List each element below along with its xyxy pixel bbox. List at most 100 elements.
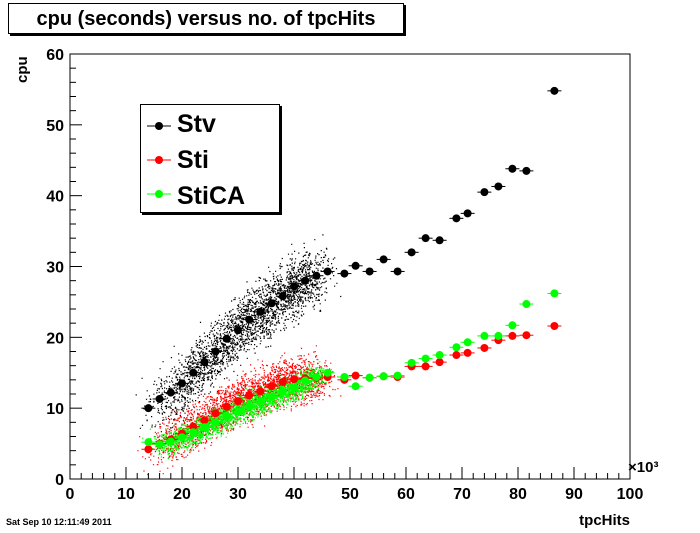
data-point-stv <box>141 404 156 413</box>
y-tick-label: 30 <box>46 260 64 277</box>
data-point-stica <box>547 289 562 298</box>
y-tick-label: 0 <box>55 472 64 489</box>
x-tick-label: 70 <box>453 486 471 503</box>
point-marker <box>522 166 531 175</box>
y-tick-label: 40 <box>46 189 64 206</box>
point-marker <box>365 267 374 276</box>
point-marker <box>407 358 416 367</box>
axes: 0 10 20 30 40 50 60 70 80 90 100 0 10 20 30 40 50 60 <box>46 47 643 503</box>
profile-points-layer <box>141 86 562 454</box>
point-marker <box>222 412 231 421</box>
data-point-stica <box>264 392 279 401</box>
point-marker <box>480 331 489 340</box>
data-point-stica <box>275 387 290 396</box>
data-point-sti <box>449 351 464 360</box>
data-point-stica <box>163 437 178 446</box>
point-marker <box>508 331 517 340</box>
data-point-stv <box>309 271 324 280</box>
data-point-sti <box>231 397 245 406</box>
point-marker <box>178 379 186 388</box>
data-point-sti <box>432 358 447 367</box>
point-marker <box>508 164 517 173</box>
data-point-stv <box>519 166 534 175</box>
point-marker <box>351 382 360 391</box>
x-tick-label: 80 <box>509 486 527 503</box>
point-marker <box>351 371 360 380</box>
data-point-stica <box>231 407 245 416</box>
data-point-sti <box>264 382 279 391</box>
data-point-stv <box>175 379 189 388</box>
data-point-sti <box>208 409 223 418</box>
data-point-stv <box>219 334 234 343</box>
point-marker <box>452 343 461 352</box>
point-marker <box>178 433 186 442</box>
point-marker <box>550 289 559 298</box>
data-point-stica <box>287 382 301 391</box>
data-point-stv <box>547 86 562 95</box>
data-point-sti <box>477 343 492 352</box>
point-marker <box>267 392 276 401</box>
point-marker <box>278 377 287 386</box>
legend-item-stica: StiCA <box>141 179 279 213</box>
data-point-stv <box>320 267 335 276</box>
data-point-stica <box>309 373 324 381</box>
x-axis-multiplier: ×10³ <box>628 459 659 476</box>
point-marker <box>256 397 265 406</box>
point-marker <box>211 347 220 356</box>
legend-item-stv: Stv <box>141 107 279 141</box>
data-point-sti <box>197 416 212 425</box>
legend-item-sti: Sti <box>141 143 279 177</box>
point-marker <box>522 331 531 340</box>
point-marker <box>421 354 430 363</box>
point-marker <box>323 368 332 377</box>
data-point-stica <box>186 428 201 437</box>
data-point-stv <box>460 209 475 218</box>
point-marker <box>267 382 276 391</box>
point-marker <box>256 387 265 396</box>
data-point-stv <box>287 282 301 291</box>
data-point-stica <box>477 331 492 340</box>
x-tick-label: 60 <box>397 486 415 503</box>
data-point-sti <box>505 331 520 340</box>
point-marker <box>340 269 349 278</box>
point-marker <box>301 376 310 385</box>
data-point-sti <box>242 391 257 400</box>
data-point-stv <box>298 276 313 285</box>
point-marker <box>435 351 444 360</box>
point-marker <box>463 209 472 218</box>
point-marker <box>189 368 198 377</box>
point-marker <box>421 362 430 371</box>
point-marker <box>452 351 461 360</box>
chart-title: cpu (seconds) versus no. of tpcHits <box>36 8 376 30</box>
point-marker <box>480 188 489 197</box>
legend: Stv Sti StiCA <box>140 104 280 213</box>
point-marker <box>290 375 298 384</box>
point-marker <box>144 438 153 447</box>
data-point-stica <box>253 397 268 406</box>
x-tick-label: 90 <box>565 486 583 503</box>
data-point-stica <box>348 382 363 391</box>
data-point-stv <box>253 307 268 316</box>
y-tick-label: 20 <box>46 330 64 347</box>
data-point-stv <box>231 326 245 335</box>
point-marker <box>393 267 402 276</box>
data-point-stica <box>505 321 520 330</box>
point-marker <box>435 358 444 367</box>
point-marker <box>211 409 220 418</box>
point-marker <box>452 214 461 223</box>
data-point-stv <box>404 248 419 257</box>
point-marker <box>494 182 503 191</box>
point-marker <box>494 331 503 340</box>
y-tick-label: 10 <box>46 401 64 418</box>
point-marker <box>278 387 287 396</box>
data-point-stica <box>152 440 167 449</box>
point-marker <box>256 307 265 316</box>
data-point-stv <box>152 394 167 403</box>
data-point-stv <box>491 182 506 191</box>
point-marker <box>234 326 242 335</box>
point-marker <box>222 402 231 411</box>
point-marker <box>301 276 310 285</box>
x-tick-label: 100 <box>617 486 644 503</box>
x-tick-label: 40 <box>285 486 303 503</box>
